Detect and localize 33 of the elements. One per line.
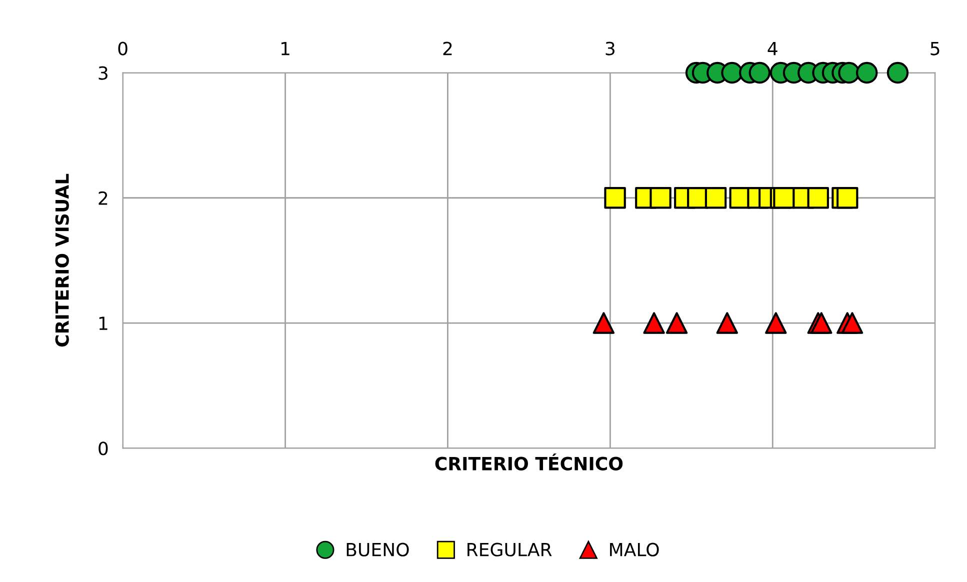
point <box>836 187 858 209</box>
point <box>650 187 672 209</box>
point <box>721 62 743 84</box>
legend-label: MALO <box>610 542 659 556</box>
y-axis-title: CRITERIO VISUAL <box>55 174 69 347</box>
point <box>604 187 626 209</box>
y-tick-label: 0 <box>98 442 108 456</box>
y-tick-label: 3 <box>98 66 108 80</box>
point <box>666 312 688 334</box>
x-tick-label: 5 <box>930 42 940 56</box>
point <box>807 187 829 209</box>
point <box>748 62 770 84</box>
y-tick-label: 2 <box>98 191 108 205</box>
legend-label: REGULAR <box>468 542 552 556</box>
x-axis-title: CRITERIO TÉCNICO <box>435 453 623 470</box>
x-tick-label: 4 <box>768 42 778 56</box>
point <box>841 312 864 334</box>
point <box>886 62 909 84</box>
legend-label: BUENO <box>346 542 409 556</box>
y-tick-label: 1 <box>99 316 108 330</box>
x-tick-label: 2 <box>443 42 452 56</box>
x-tick-label: 1 <box>282 42 290 56</box>
point <box>643 312 665 334</box>
point <box>856 62 878 84</box>
point <box>838 62 860 84</box>
point <box>810 312 832 334</box>
x-tick-label: 3 <box>606 42 614 56</box>
point <box>716 312 738 334</box>
point <box>704 187 727 209</box>
point <box>773 187 795 209</box>
x-tick-label: 0 <box>118 42 128 56</box>
point <box>592 312 615 334</box>
point <box>765 312 787 334</box>
